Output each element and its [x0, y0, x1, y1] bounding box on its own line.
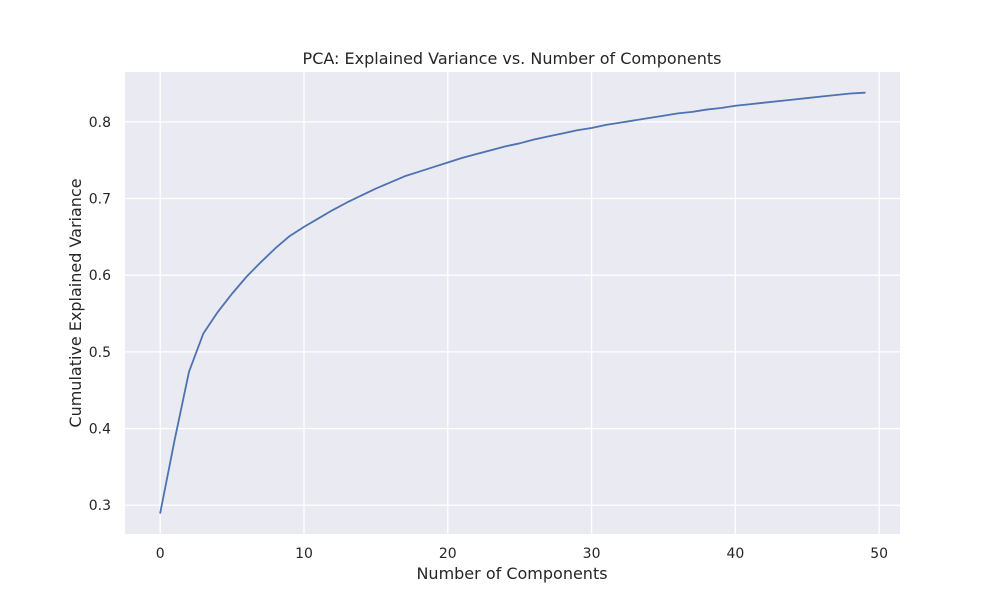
x-tick-label: 40 — [726, 546, 744, 562]
x-tick-label: 30 — [583, 546, 601, 562]
y-tick-label: 0.8 — [89, 115, 111, 131]
y-tick-label: 0.6 — [89, 268, 111, 284]
chart-title: PCA: Explained Variance vs. Number of Co… — [303, 49, 722, 68]
y-tick-label: 0.5 — [89, 345, 111, 361]
x-tick-label: 50 — [870, 546, 888, 562]
y-tick-label: 0.4 — [89, 422, 111, 438]
y-tick-label: 0.7 — [89, 192, 111, 208]
plot-background — [125, 72, 900, 534]
y-tick-label: 0.3 — [89, 498, 111, 514]
y-axis-label: Cumulative Explained Variance — [66, 178, 85, 427]
x-axis-label: Number of Components — [416, 564, 607, 583]
x-tick-label: 0 — [156, 546, 165, 562]
tick-labels: 0 10 20 30 40 50 0.3 0.4 0.5 0.6 0.7 0.8 — [89, 115, 888, 562]
x-tick-label: 20 — [439, 546, 457, 562]
series-layer — [159, 91, 866, 514]
grid-lines — [125, 72, 900, 534]
series-line — [159, 91, 866, 514]
x-tick-label: 10 — [295, 546, 313, 562]
